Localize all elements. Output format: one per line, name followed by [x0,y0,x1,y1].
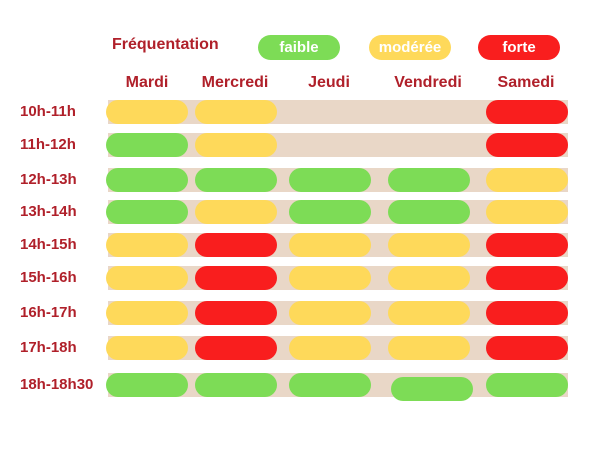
time-slot-label: 16h-17h [20,304,77,321]
attendance-cell-forte [195,301,277,325]
attendance-cell-faible [195,373,277,397]
attendance-cell-forte [486,133,568,157]
attendance-cell-moderee [106,100,188,124]
attendance-cell-forte [486,301,568,325]
attendance-cell-forte [195,233,277,257]
time-slot-label: 17h-18h [20,339,77,356]
attendance-cell-moderee [106,233,188,257]
attendance-cell-moderee [289,301,371,325]
attendance-cell-moderee [106,301,188,325]
attendance-cell-moderee [195,200,277,224]
attendance-cell-moderee [486,168,568,192]
time-slot-label: 18h-18h30 [20,376,94,393]
attendance-cell-moderee [195,100,277,124]
chart-title: Fréquentation [112,36,219,53]
attendance-cell-moderee [106,266,188,290]
attendance-cell-faible [388,200,470,224]
attendance-cell-moderee [106,336,188,360]
attendance-cell-faible [195,168,277,192]
day-header: Vendredi [394,74,462,91]
attendance-cell-forte [486,266,568,290]
attendance-cell-moderee [388,301,470,325]
legend-item-faible: faible [258,35,340,60]
attendance-cell-faible [106,168,188,192]
time-slot-label: 14h-15h [20,236,77,253]
attendance-cell-moderee [289,336,371,360]
attendance-cell-faible [486,373,568,397]
attendance-cell-moderee [388,336,470,360]
day-header: Jeudi [308,74,350,91]
attendance-cell-faible [289,168,371,192]
attendance-cell-faible [388,168,470,192]
attendance-cell-moderee [289,233,371,257]
attendance-cell-faible [106,133,188,157]
attendance-cell-faible [106,200,188,224]
time-slot-label: 12h-13h [20,171,77,188]
attendance-cell-moderee [388,233,470,257]
attendance-cell-moderee [289,266,371,290]
time-slot-label: 13h-14h [20,203,77,220]
attendance-cell-faible [289,200,371,224]
legend-item-moderee: modérée [369,35,451,60]
attendance-cell-moderee [388,266,470,290]
attendance-cell-forte [486,233,568,257]
attendance-cell-forte [195,336,277,360]
time-slot-label: 10h-11h [20,103,76,120]
attendance-cell-faible [391,377,473,401]
day-header: Mardi [125,74,169,91]
attendance-cell-moderee [486,200,568,224]
day-header: Samedi [497,74,555,91]
legend-item-forte: forte [478,35,560,60]
attendance-cell-faible [289,373,371,397]
attendance-cell-forte [195,266,277,290]
attendance-cell-forte [486,100,568,124]
attendance-cell-faible [106,373,188,397]
time-slot-label: 11h-12h [20,136,76,153]
attendance-cell-forte [486,336,568,360]
day-header: Mercredi [201,74,269,91]
attendance-cell-moderee [195,133,277,157]
time-slot-label: 15h-16h [20,269,77,286]
